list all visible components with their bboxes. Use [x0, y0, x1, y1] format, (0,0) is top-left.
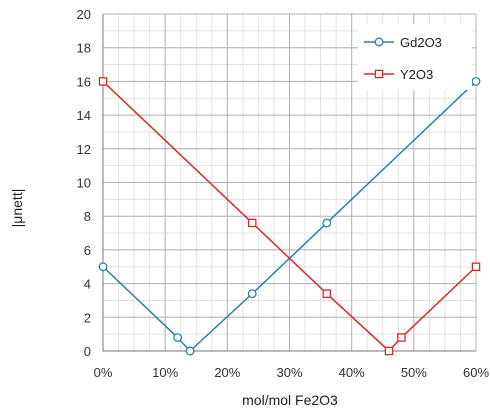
y-axis-label: |μnett| — [9, 189, 25, 228]
series-y2o3 — [98, 77, 481, 356]
y-tick-label: 8 — [84, 209, 91, 224]
y-tick-label: 10 — [77, 176, 91, 191]
y-tick-label: 12 — [77, 142, 91, 157]
legend-marker-gd2o3 — [374, 37, 384, 47]
y-tick-label: 20 — [77, 7, 91, 22]
y-tick-label: 14 — [77, 108, 91, 123]
y-tick-label: 4 — [84, 277, 91, 292]
legend-item-gd2o3: Gd2O3 — [364, 35, 442, 50]
axes — [102, 14, 476, 352]
x-tick-label: 30% — [276, 365, 302, 380]
data-point-y2o3 — [397, 333, 406, 342]
data-point-gd2o3 — [322, 218, 332, 228]
y-tick-labels: 0 2 4 6 8 10 12 14 16 18 20 — [77, 7, 91, 359]
legend: Gd2O3 Y2O3 — [358, 24, 472, 90]
y-tick-label: 0 — [84, 344, 91, 359]
x-tick-label: 60% — [463, 365, 489, 380]
x-tick-label: 10% — [152, 365, 178, 380]
data-point-gd2o3 — [185, 346, 195, 356]
x-tick-label: 0% — [94, 365, 113, 380]
legend-label: Y2O3 — [400, 67, 433, 82]
legend-label: Gd2O3 — [400, 35, 442, 50]
series-line-gd2o3 — [102, 80, 477, 353]
x-tick-labels: 0% 10% 20% 30% 40% 50% 60% — [94, 365, 490, 380]
data-point-y2o3 — [322, 289, 332, 298]
data-point-y2o3 — [384, 346, 394, 356]
data-point-gd2o3 — [247, 289, 257, 299]
y-tick-label: 16 — [77, 74, 91, 89]
data-point-gd2o3 — [173, 333, 183, 342]
series-layer — [98, 76, 481, 356]
data-point-gd2o3 — [471, 76, 481, 86]
data-point-y2o3 — [98, 77, 108, 86]
y-tick-label: 18 — [77, 41, 91, 56]
legend-marker-y2o3 — [374, 69, 384, 79]
legend-box — [358, 24, 472, 90]
x-axis-label: mol/mol Fe2O3 — [242, 392, 338, 408]
y-tick-label: 6 — [84, 243, 91, 258]
series-line-y2o3 — [102, 80, 477, 353]
data-point-y2o3 — [247, 218, 257, 228]
legend-item-y2o3: Y2O3 — [364, 67, 433, 82]
y-tick-label: 2 — [84, 310, 91, 325]
x-tick-label: 40% — [339, 365, 365, 380]
x-tick-label: 20% — [214, 365, 240, 380]
data-point-gd2o3 — [98, 262, 108, 272]
series-gd2o3 — [98, 76, 481, 356]
data-point-y2o3 — [471, 262, 481, 271]
x-tick-label: 50% — [401, 365, 427, 380]
